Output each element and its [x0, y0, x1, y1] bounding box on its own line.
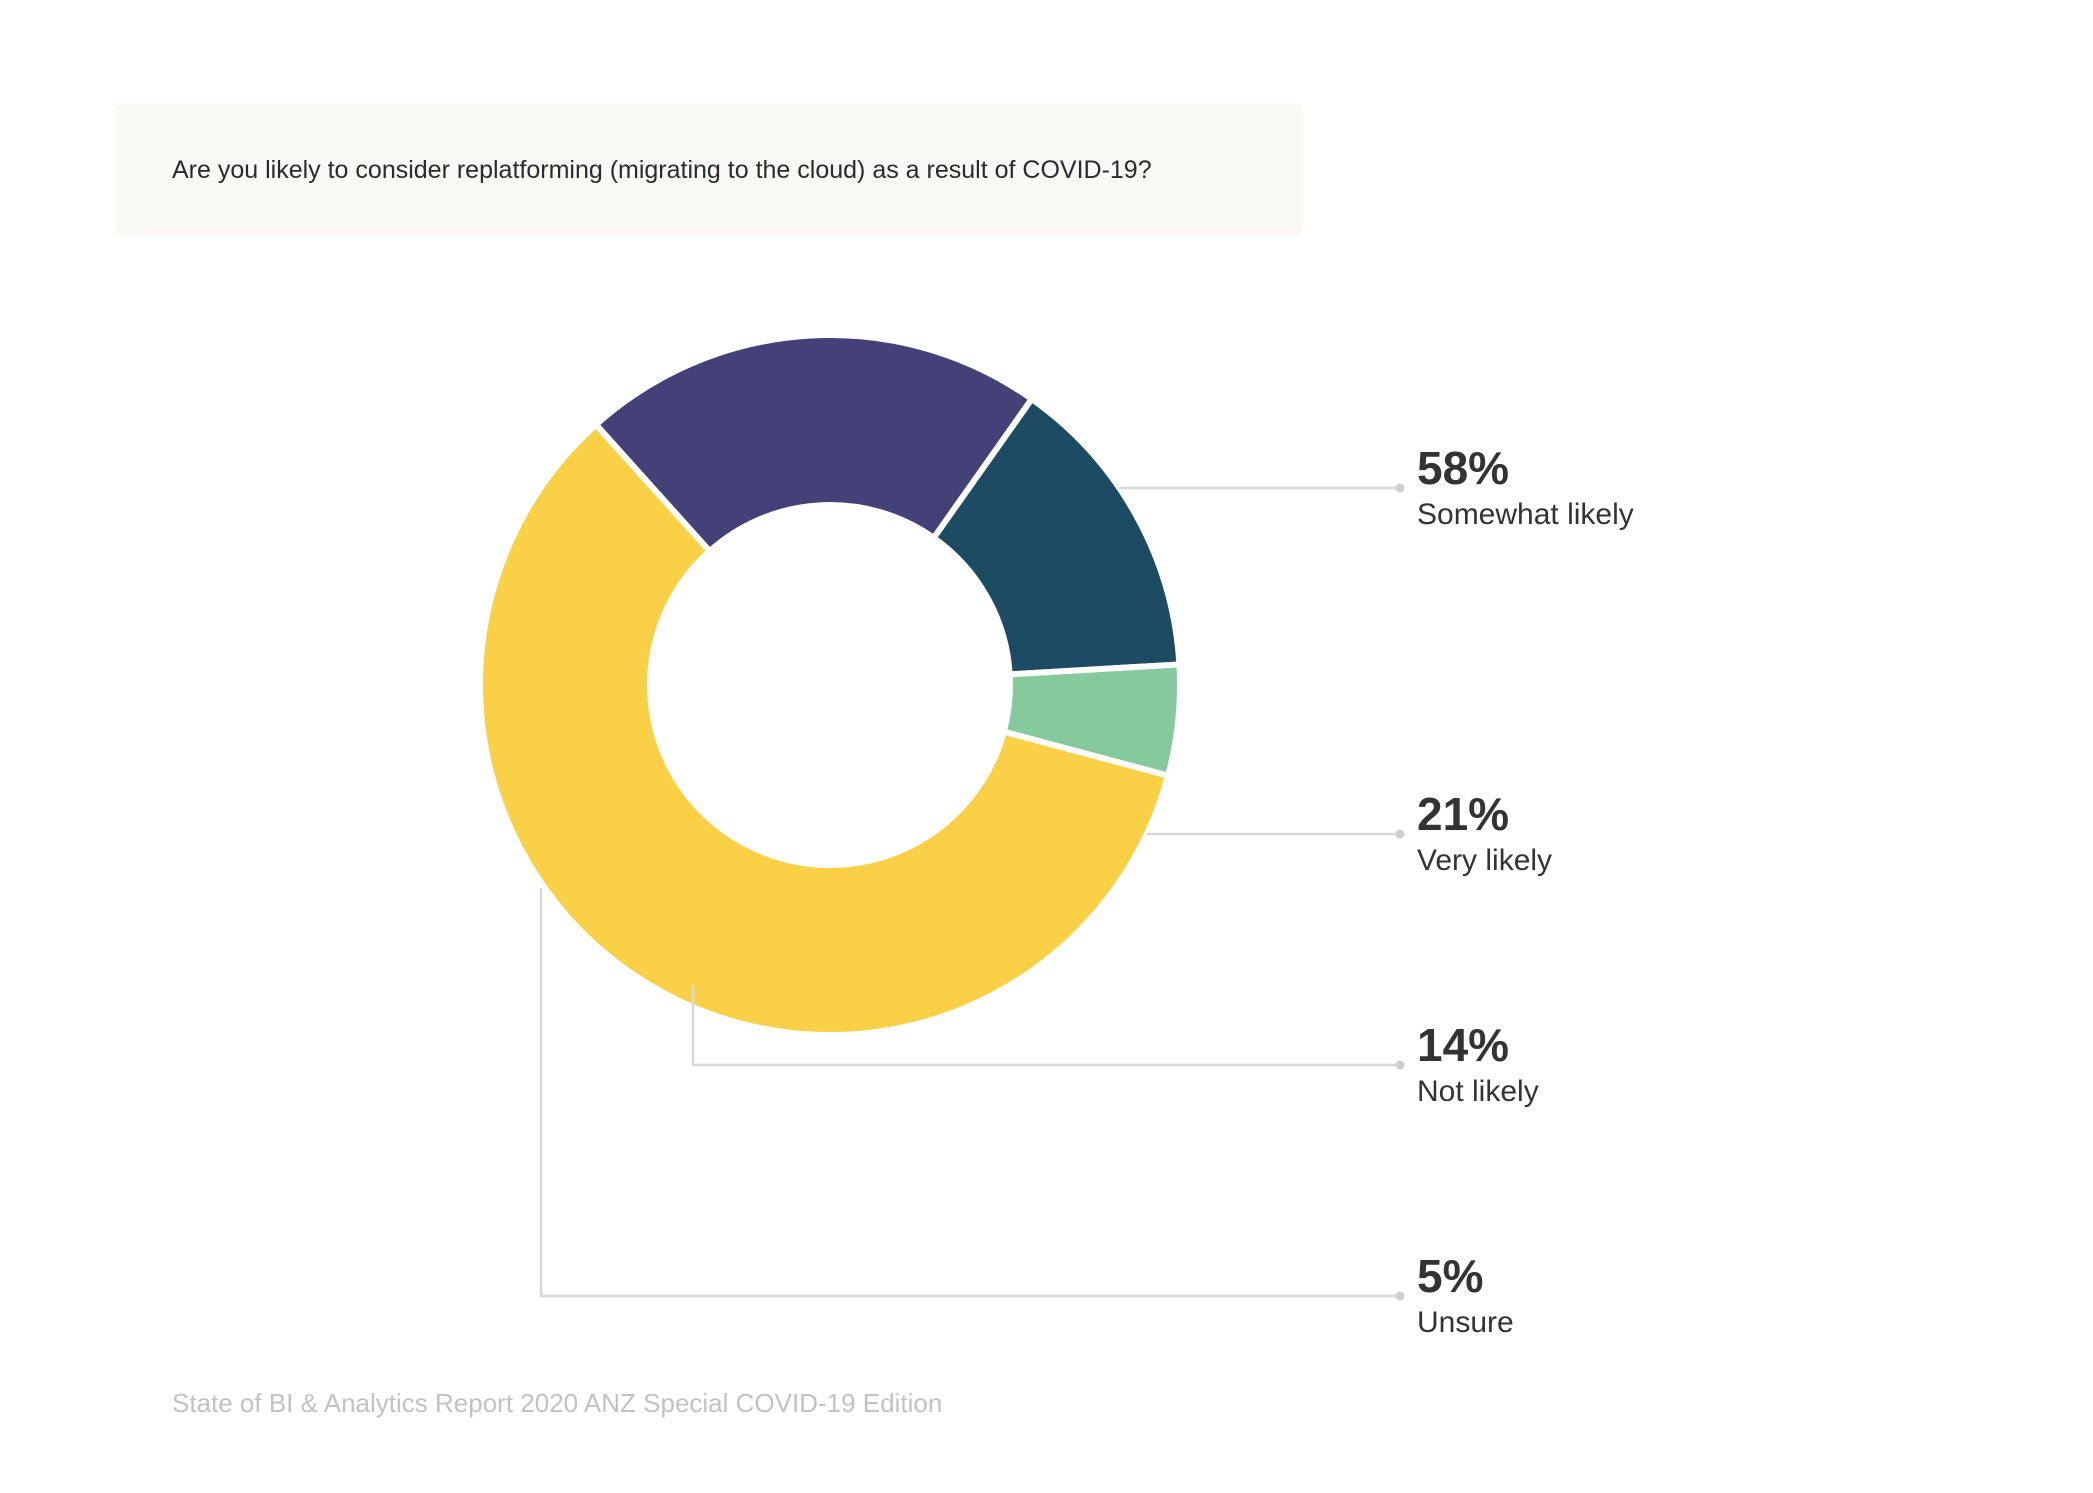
chart-title-box: Are you likely to consider replatforming… — [116, 104, 1302, 236]
leader-lines — [539, 483, 1405, 1301]
slice-percent-very-likely: 21% — [1417, 788, 1509, 840]
slice-percent-somewhat-likely: 58% — [1417, 442, 1509, 494]
source-note: State of BI & Analytics Report 2020 ANZ … — [172, 1388, 943, 1418]
leader-line-unsure — [539, 888, 1400, 1298]
slice-percent-not-likely: 14% — [1417, 1019, 1509, 1071]
slice-somewhat-likely — [476, 421, 1172, 1038]
slice-label-not-likely: Not likely — [1417, 1075, 1539, 1108]
slice-label-very-likely: Very likely — [1417, 844, 1552, 877]
chart-title: Are you likely to consider replatforming… — [172, 155, 1152, 184]
donut-slices — [476, 332, 1183, 1038]
leader-dot-very-likely — [1395, 829, 1405, 839]
slice-very-likely — [593, 332, 1035, 555]
slice-label-somewhat-likely: Somewhat likely — [1417, 498, 1634, 531]
slice-not-likely — [930, 396, 1183, 678]
leader-line-not-likely — [691, 985, 1400, 1067]
slice-unsure — [1000, 661, 1183, 779]
slice-percent-unsure: 5% — [1417, 1250, 1483, 1302]
leader-dot-unsure — [1395, 1291, 1405, 1301]
leader-dot-somewhat-likely — [1395, 483, 1405, 493]
slice-labels: 58% Somewhat likely 21% Very likely 14% Not l… — [1417, 442, 1634, 1339]
slice-label-unsure: Unsure — [1417, 1306, 1514, 1339]
leader-dot-not-likely — [1395, 1060, 1405, 1070]
